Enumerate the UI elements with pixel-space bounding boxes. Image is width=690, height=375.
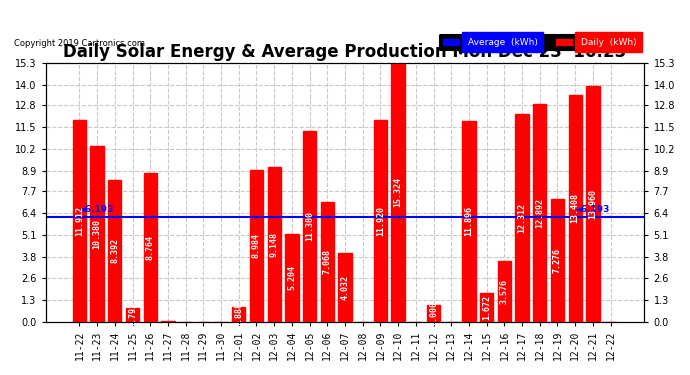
Bar xyxy=(268,167,281,322)
Text: 11.920: 11.920 xyxy=(376,206,385,236)
Text: 8.392: 8.392 xyxy=(110,238,119,263)
Text: 11.300: 11.300 xyxy=(305,211,314,241)
Text: 9.148: 9.148 xyxy=(270,232,279,257)
Bar xyxy=(551,199,564,322)
Text: 0.888: 0.888 xyxy=(235,302,244,327)
Text: 12.312: 12.312 xyxy=(518,202,526,232)
Bar xyxy=(515,114,529,322)
Bar xyxy=(462,120,475,322)
Bar xyxy=(90,146,104,322)
Text: 0.792: 0.792 xyxy=(128,302,137,327)
Bar xyxy=(569,95,582,322)
Text: 1.672: 1.672 xyxy=(482,295,491,320)
Text: 11.896: 11.896 xyxy=(464,206,473,236)
Bar xyxy=(285,234,299,322)
Text: 8.764: 8.764 xyxy=(146,235,155,260)
Text: 13.408: 13.408 xyxy=(571,193,580,223)
Bar xyxy=(108,180,121,322)
Bar xyxy=(427,305,440,322)
Text: 4.032: 4.032 xyxy=(340,275,350,300)
Text: 10.380: 10.380 xyxy=(92,219,101,249)
Text: Copyright 2019 Cartronics.com: Copyright 2019 Cartronics.com xyxy=(14,39,145,48)
Text: 3.576: 3.576 xyxy=(500,279,509,304)
Text: ◄6.193: ◄6.193 xyxy=(79,206,115,214)
Bar xyxy=(374,120,387,322)
Text: 7.276: 7.276 xyxy=(553,248,562,273)
Text: 5.204: 5.204 xyxy=(287,265,297,290)
Bar xyxy=(72,120,86,322)
Title: Daily Solar Energy & Average Production Mon Dec 23  16:23: Daily Solar Energy & Average Production … xyxy=(63,44,627,62)
Text: 12.892: 12.892 xyxy=(535,198,544,228)
Bar xyxy=(480,293,493,322)
Text: 15.324: 15.324 xyxy=(393,177,403,207)
Text: 8.984: 8.984 xyxy=(252,233,261,258)
Bar xyxy=(586,86,600,322)
Text: 1.000: 1.000 xyxy=(429,301,438,326)
Text: ◄6.193: ◄6.193 xyxy=(575,206,611,214)
Bar xyxy=(533,104,546,322)
Bar xyxy=(161,321,175,322)
Bar xyxy=(232,307,246,322)
Bar xyxy=(126,308,139,322)
Bar xyxy=(250,170,263,322)
Legend: Average  (kWh), Daily  (kWh): Average (kWh), Daily (kWh) xyxy=(439,34,640,50)
Text: 11.912: 11.912 xyxy=(75,206,84,236)
Bar xyxy=(391,63,405,322)
Text: 13.960: 13.960 xyxy=(589,189,598,219)
Bar xyxy=(497,261,511,322)
Bar xyxy=(338,254,352,322)
Bar xyxy=(144,174,157,322)
Text: 7.068: 7.068 xyxy=(323,249,332,274)
Bar xyxy=(303,130,316,322)
Bar xyxy=(321,202,334,322)
